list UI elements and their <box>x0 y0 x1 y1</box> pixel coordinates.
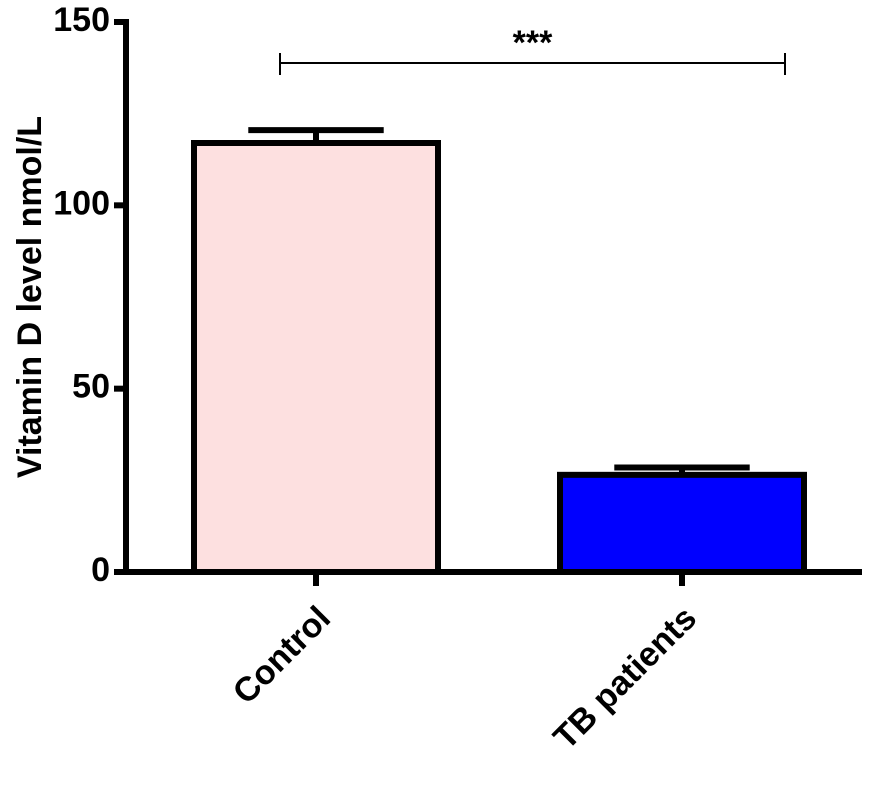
x-tick-label: TB patients <box>546 599 704 757</box>
bar <box>557 471 807 576</box>
y-tick-label: 0 <box>91 551 110 589</box>
significance: *** <box>513 24 553 62</box>
x-tick-label: Control <box>226 599 338 711</box>
y-tick-label: 50 <box>72 368 110 406</box>
y-tick-label: 150 <box>53 1 110 39</box>
bar <box>191 140 441 575</box>
y-axis-label: Vitamin D level nmol/L <box>11 116 49 478</box>
y-tick-label: 100 <box>53 184 110 222</box>
